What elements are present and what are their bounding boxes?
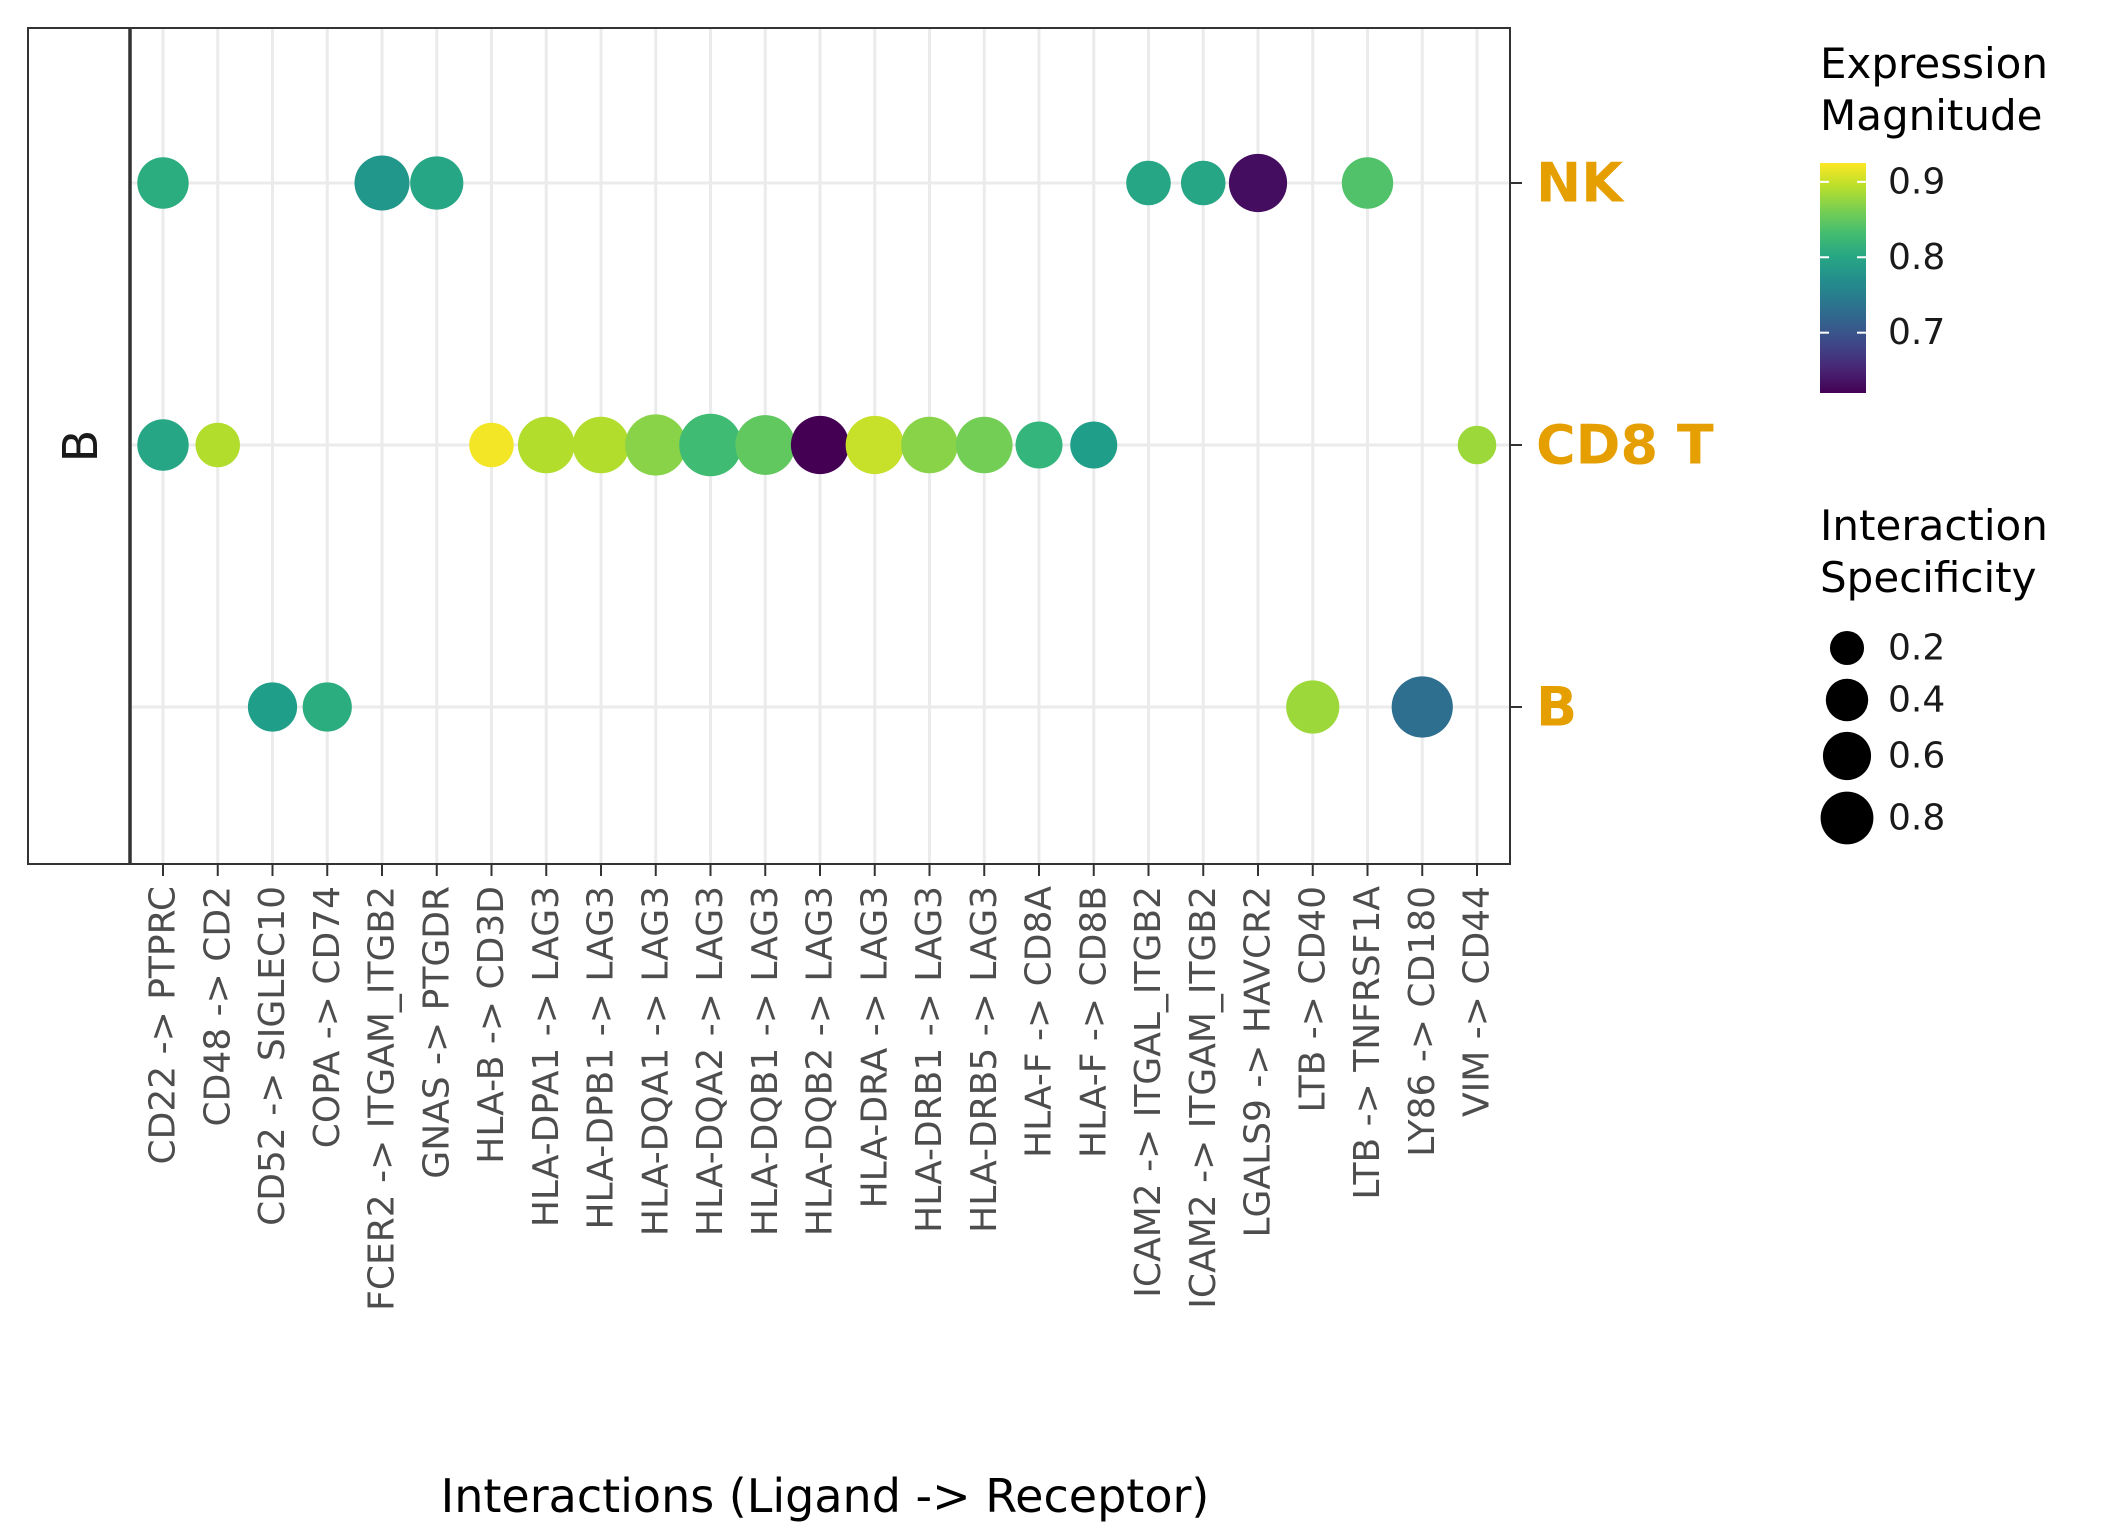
color-legend-title: Expression: [1820, 39, 2048, 88]
data-point: [625, 414, 687, 476]
size-legend-label: 0.4: [1888, 680, 1945, 721]
data-point: [517, 416, 575, 474]
data-point: [1228, 153, 1288, 213]
data-point: [1070, 421, 1118, 469]
y-tick-label: B: [1536, 676, 1577, 739]
x-tick-label: HLA-DQA1 -> LAG3: [635, 886, 676, 1236]
x-axis-title: Interactions (Ligand -> Receptor): [441, 1469, 1210, 1523]
size-legend-key: [1820, 791, 1874, 845]
x-tick-label: CD22 -> PTPRC: [143, 886, 184, 1164]
size-legend-title: Specificity: [1820, 553, 2036, 602]
y-axis-ticks: NK CD8 T B: [1510, 152, 1714, 739]
size-legend-label: 0.8: [1888, 798, 1945, 839]
x-tick-label: FCER2 -> ITGAM_ITGB2: [362, 886, 403, 1311]
x-tick-label: HLA-DQA2 -> LAG3: [690, 886, 731, 1236]
data-point: [302, 682, 352, 732]
x-tick-label: HLA-F -> CD8A: [1019, 886, 1060, 1158]
size-legend-label: 0.2: [1888, 628, 1945, 669]
size-legend-key: [1825, 678, 1869, 722]
data-point: [735, 415, 796, 475]
data-point: [955, 416, 1013, 474]
x-tick-label: LTB -> TNFRSF1A: [1347, 886, 1388, 1200]
data-point: [469, 422, 514, 468]
data-point: [195, 422, 241, 468]
data-point: [901, 416, 958, 474]
x-tick-label: ICAM2 -> ITGAL_ITGB2: [1128, 886, 1169, 1298]
x-tick-label: CD48 -> CD2: [197, 886, 238, 1126]
x-tick-label: HLA-DPA1 -> LAG3: [526, 886, 567, 1227]
y-tick-label: CD8 T: [1536, 414, 1714, 477]
x-tick-label: LY86 -> CD180: [1402, 886, 1443, 1157]
facet-strip-label: B: [53, 430, 109, 463]
data-point: [1286, 680, 1340, 734]
x-tick-label: HLA-DQB2 -> LAG3: [800, 886, 841, 1236]
x-tick-label: LTB -> CD40: [1292, 886, 1333, 1113]
color-legend-label: 0.8: [1888, 237, 1945, 278]
data-point: [1015, 421, 1063, 469]
x-tick-label: HLA-DRB1 -> LAG3: [909, 886, 950, 1233]
x-tick-label: HLA-B -> CD3D: [471, 886, 512, 1164]
size-legend-label: 0.6: [1888, 736, 1945, 777]
size-legend-key: [1829, 630, 1865, 666]
size-legend-key: [1822, 731, 1872, 781]
data-point: [247, 682, 298, 732]
y-tick-label: NK: [1536, 152, 1625, 215]
x-tick-label: ICAM2 -> ITGAM_ITGB2: [1183, 886, 1224, 1309]
data-point: [354, 155, 410, 211]
x-tick-label: HLA-F -> CD8B: [1073, 886, 1114, 1158]
data-point: [1126, 160, 1171, 206]
x-tick-label: CD52 -> SIGLEC10: [252, 886, 293, 1226]
x-tick-label: COPA -> CD74: [307, 886, 348, 1148]
data-point: [137, 419, 189, 471]
data-point: [137, 157, 189, 209]
color-legend-label: 0.9: [1888, 161, 1945, 202]
x-tick-label: HLA-DRB5 -> LAG3: [964, 886, 1005, 1233]
x-tick-label: LGALS9 -> HAVCR2: [1238, 886, 1279, 1238]
color-legend-title: Magnitude: [1820, 91, 2043, 140]
x-tick-label: GNAS -> PTGDR: [416, 886, 457, 1179]
data-point: [1180, 160, 1226, 206]
size-legend-title: Interaction: [1820, 501, 2048, 550]
x-tick-label: HLA-DRA -> LAG3: [854, 886, 895, 1208]
data-point: [845, 415, 904, 475]
color-bar: [1820, 163, 1866, 393]
color-legend-label: 0.7: [1888, 312, 1945, 353]
data-point: [410, 156, 464, 210]
data-point: [1341, 157, 1394, 209]
x-tick-label: VIM -> CD44: [1457, 886, 1498, 1117]
x-tick-label: HLA-DQB1 -> LAG3: [745, 886, 786, 1236]
x-tick-label: HLA-DPB1 -> LAG3: [581, 886, 622, 1230]
data-point: [1457, 425, 1497, 465]
data-point: [679, 413, 742, 477]
data-point: [572, 416, 630, 474]
x-axis-ticks: CD22 -> PTPRC CD48 -> CD2 CD52 -> SIGLEC10…: [143, 864, 1498, 1311]
data-point: [790, 415, 850, 475]
data-point: [1391, 676, 1453, 738]
data-points: [137, 153, 1497, 738]
